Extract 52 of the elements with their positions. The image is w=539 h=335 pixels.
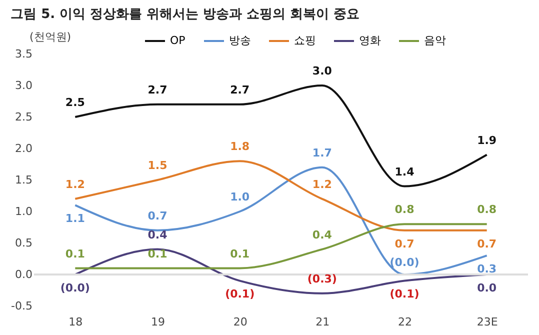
data-label: 1.5 bbox=[148, 159, 168, 172]
data-label: 0.4 bbox=[312, 228, 332, 242]
data-label: 1.0 bbox=[230, 190, 250, 204]
data-label: 0.1 bbox=[65, 247, 85, 260]
legend-label: OP bbox=[170, 34, 186, 47]
data-label: 1.4 bbox=[394, 165, 415, 178]
data-label: 0.7 bbox=[148, 210, 168, 223]
data-label: 2.7 bbox=[230, 84, 250, 97]
chart-title: 그림 5. 이익 정상화를 위해서는 방송과 쇼핑의 회복이 중요 bbox=[10, 7, 360, 22]
data-label: 2.7 bbox=[148, 84, 168, 97]
y-tick-label: 3.0 bbox=[15, 79, 32, 92]
data-label: 1.1 bbox=[65, 212, 85, 226]
data-label: 0.7 bbox=[394, 237, 414, 250]
legend-label: 음악 bbox=[424, 34, 446, 47]
y-tick-label: 2.0 bbox=[15, 142, 32, 155]
x-tick-label: 20 bbox=[233, 316, 248, 328]
data-label: (0.0) bbox=[60, 281, 90, 294]
y-tick-label: -0.5 bbox=[11, 300, 32, 312]
data-label: 1.2 bbox=[312, 178, 332, 192]
data-label: 0.0 bbox=[477, 281, 497, 294]
legend-label: 영화 bbox=[359, 34, 381, 47]
data-label: 0.1 bbox=[230, 247, 250, 260]
data-label: 1.9 bbox=[477, 134, 497, 147]
y-tick-label: 3.5 bbox=[15, 48, 32, 60]
x-tick-label: 22 bbox=[398, 316, 412, 328]
y-tick-label: 0.0 bbox=[15, 268, 32, 281]
data-label: 1.2 bbox=[65, 178, 85, 192]
legend-label: 쇼핑 bbox=[294, 34, 316, 47]
legend-label: 방송 bbox=[229, 34, 251, 47]
x-tick-label: 21 bbox=[316, 316, 330, 328]
y-tick-label: 1.0 bbox=[15, 205, 32, 218]
data-label: 0.4 bbox=[148, 228, 168, 242]
data-label: 0.3 bbox=[477, 262, 497, 276]
data-label: 0.8 bbox=[477, 203, 497, 216]
data-label: 0.8 bbox=[394, 203, 414, 216]
x-tick-label: 18 bbox=[68, 316, 83, 328]
y-tick-label: 0.5 bbox=[15, 236, 32, 250]
data-label: (0.0) bbox=[390, 256, 420, 270]
y-tick-label: 1.5 bbox=[15, 174, 32, 186]
data-label: (0.1) bbox=[390, 288, 420, 301]
data-label: 0.7 bbox=[477, 237, 497, 250]
x-tick-label: 23E bbox=[476, 316, 498, 328]
data-label: (0.1) bbox=[225, 288, 255, 301]
data-label: 3.0 bbox=[312, 64, 332, 78]
data-label: 1.8 bbox=[230, 140, 250, 154]
x-tick-label: 19 bbox=[151, 316, 165, 328]
data-label: 1.7 bbox=[312, 146, 332, 160]
data-label: 0.1 bbox=[148, 247, 168, 260]
y-axis-title: (천억원) bbox=[30, 30, 72, 44]
data-label: 2.5 bbox=[65, 96, 85, 110]
data-label: (0.3) bbox=[307, 272, 337, 286]
y-tick-label: 2.5 bbox=[15, 110, 32, 124]
